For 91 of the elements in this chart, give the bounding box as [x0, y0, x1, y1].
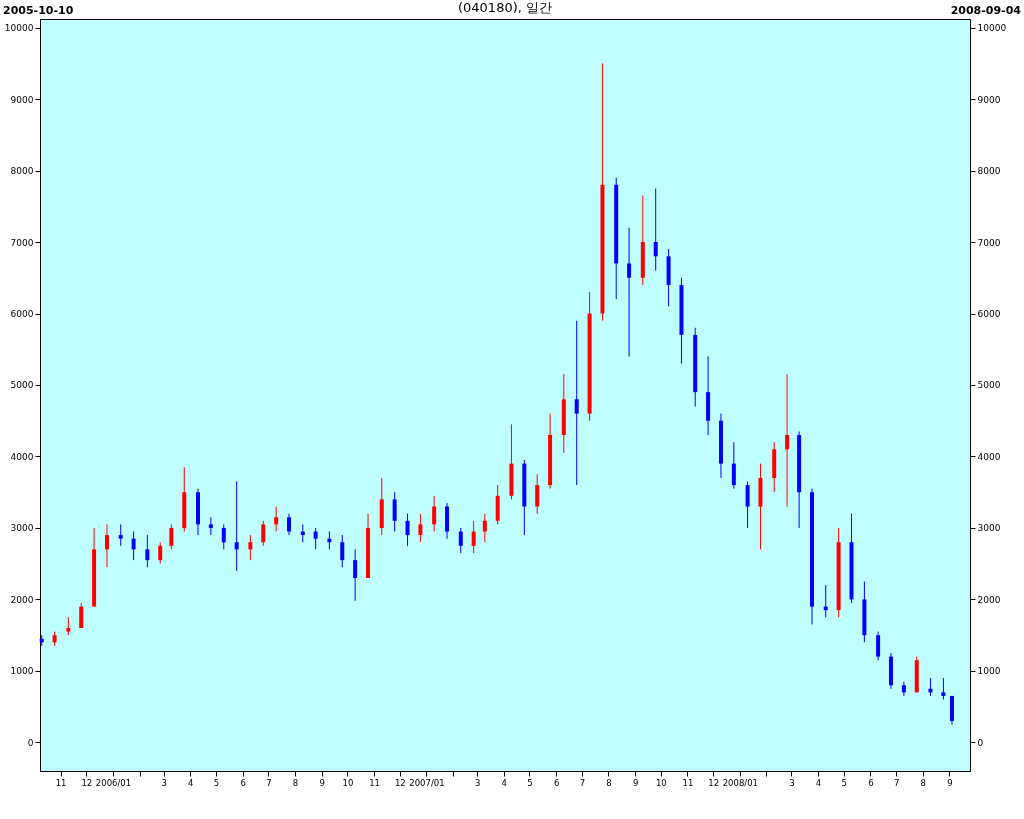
y2-tick-label: 3000	[977, 523, 1001, 534]
x-tick-label: 11	[682, 777, 694, 788]
y-tick-label: 3000	[10, 523, 34, 534]
y-tick-label: 1000	[10, 666, 34, 677]
candlestick	[745, 480, 750, 529]
text: 2005-10-10	[3, 4, 74, 17]
y2-tick-label: 10000	[977, 23, 1007, 34]
candlestick	[208, 516, 213, 536]
candlestick	[535, 473, 540, 515]
candlestick	[405, 513, 410, 547]
y2-tick-label: 2000	[977, 594, 1001, 605]
x-tick-label: 8	[606, 777, 612, 788]
candlestick	[901, 681, 906, 697]
x-tick-label: 2007/01	[409, 777, 445, 788]
x-tick-label: 7	[579, 777, 586, 788]
candlestick	[169, 523, 174, 550]
x-tick-label: 5	[527, 777, 533, 788]
y2-tick-label: 6000	[977, 309, 1001, 320]
y-tick-label: 8000	[10, 166, 34, 177]
x-tick-label: 9	[632, 777, 639, 788]
candlestick	[145, 534, 150, 568]
y-tick-label: 10000	[4, 23, 34, 34]
y2-tick-label: 4000	[977, 451, 1001, 462]
x-tick-label: 8	[920, 777, 926, 788]
candlestick	[731, 441, 736, 490]
y2-tick-label: 7000	[977, 237, 1001, 248]
y-tick-label: 0	[27, 737, 34, 748]
x-tick-label: 11	[55, 777, 67, 788]
x-tick-label: 2006/01	[95, 777, 132, 788]
y2-tick-label: 8000	[977, 166, 1001, 177]
candlestick	[627, 227, 632, 357]
x-tick-label: 8	[292, 777, 299, 788]
candlestick	[785, 373, 790, 508]
candlestick	[131, 531, 136, 561]
x-tick-label: 2008/01	[722, 777, 759, 788]
candlestick	[234, 480, 239, 572]
x-tick-label: 6	[868, 777, 874, 788]
x-tick-label: 10	[655, 777, 667, 788]
x-tick-label: 4	[501, 777, 507, 788]
x-tick-label: 9	[319, 777, 325, 788]
x-tick-label: 12	[708, 777, 720, 788]
candlestick	[471, 520, 476, 554]
y-tick-label: 2000	[10, 594, 34, 605]
x-tick-label: 4	[188, 777, 194, 788]
candlestick	[458, 527, 463, 554]
x-tick-label: 5	[841, 777, 847, 788]
candlestick	[353, 548, 358, 602]
x-tick-label: 5	[213, 777, 220, 788]
x-tick-label: 6	[553, 777, 560, 788]
candlestick	[248, 534, 253, 561]
candlestick	[482, 513, 487, 543]
candlestick	[104, 523, 109, 568]
text: 2008-09-04	[950, 4, 1021, 17]
x-tick-label: 3	[474, 777, 481, 788]
candlestick	[392, 491, 397, 533]
y-tick-label: 5000	[10, 380, 34, 391]
x-tick-label: 10	[342, 777, 354, 788]
x-tick-label: 6	[240, 777, 246, 788]
candlestick	[221, 523, 226, 550]
y-tick-label: 9000	[10, 94, 34, 105]
candlestick	[432, 495, 437, 533]
y2-tick-label: 9000	[977, 94, 1001, 105]
candlestick	[79, 602, 84, 629]
candlestick	[941, 677, 946, 701]
x-tick-label: 12	[81, 777, 93, 788]
x-tick-label: 11	[369, 777, 380, 788]
candlestick	[313, 527, 318, 550]
x-tick-label: 3	[789, 777, 795, 788]
x-tick-label: 12	[394, 777, 406, 788]
candlestick	[158, 541, 163, 565]
x-tick-label: 3	[161, 777, 167, 788]
x-tick-label: 7	[266, 777, 272, 788]
x-tick-label: 9	[947, 777, 953, 788]
y2-tick-label: 5000	[977, 380, 1001, 391]
candlestick	[287, 513, 292, 536]
chart-title: (040180), 일간	[457, 0, 553, 15]
candlestick	[574, 320, 579, 486]
candlestick	[274, 506, 279, 533]
y-tick-label: 6000	[10, 309, 34, 320]
candlestick	[118, 523, 123, 547]
x-tick-label: 7	[893, 777, 900, 788]
candlestick	[261, 520, 266, 547]
candlestick	[876, 631, 881, 661]
y-tick-label: 4000	[10, 451, 34, 462]
y-tick-label: 7000	[10, 237, 34, 248]
x-tick-label: 4	[815, 777, 822, 788]
y2-tick-label: 0	[977, 737, 984, 748]
candlestick	[418, 513, 423, 543]
y2-tick-label: 1000	[977, 666, 1001, 677]
candlestick	[653, 187, 658, 272]
candlestick	[340, 534, 345, 568]
